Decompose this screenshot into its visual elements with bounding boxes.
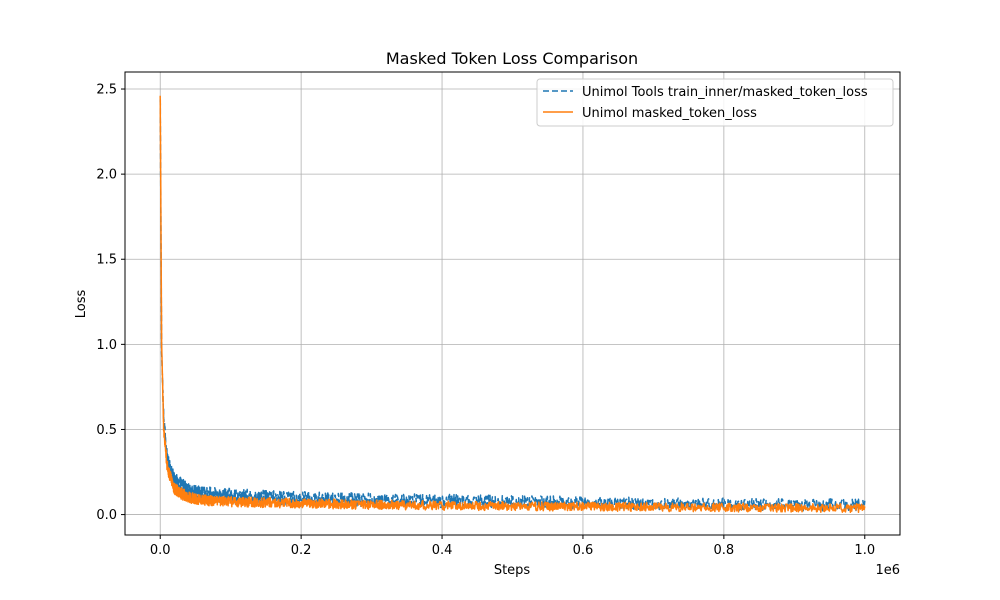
y-tick-label: 0.5 [96,423,117,438]
y-axis: 0.0 0.5 1.0 1.5 2.0 2.5 [96,83,125,523]
x-axis: 0.0 0.2 0.4 0.6 0.8 1.0 [150,535,875,558]
series-line-unimol [159,95,866,514]
x-axis-label: Steps [494,563,531,578]
y-axis-label: Loss [74,290,89,319]
y-tick-label: 1.0 [96,338,117,353]
chart-title: Masked Token Loss Comparison [386,49,638,68]
series-layer [159,95,866,514]
legend-label-unimol: Unimol masked_token_loss [582,106,757,121]
x-tick-label: 0.4 [432,543,453,558]
legend-box [536,78,894,127]
x-tick-label: 0.6 [573,543,594,558]
x-tick-label: 0.0 [150,543,171,558]
x-tick-label: 1.0 [854,543,875,558]
legend: Unimol Tools train_inner/masked_token_lo… [536,78,894,127]
y-tick-label: 1.5 [96,253,117,268]
plot-frame [124,71,901,536]
y-tick-label: 2.0 [96,168,117,183]
legend-label-tools: Unimol Tools train_inner/masked_token_lo… [582,85,868,100]
y-tick-label: 2.5 [96,83,117,98]
grid-lines [125,72,900,535]
x-tick-label: 0.8 [714,543,735,558]
y-tick-label: 0.0 [96,508,117,523]
x-axis-scale-label: 1e6 [875,563,900,578]
x-tick-label: 0.2 [291,543,312,558]
